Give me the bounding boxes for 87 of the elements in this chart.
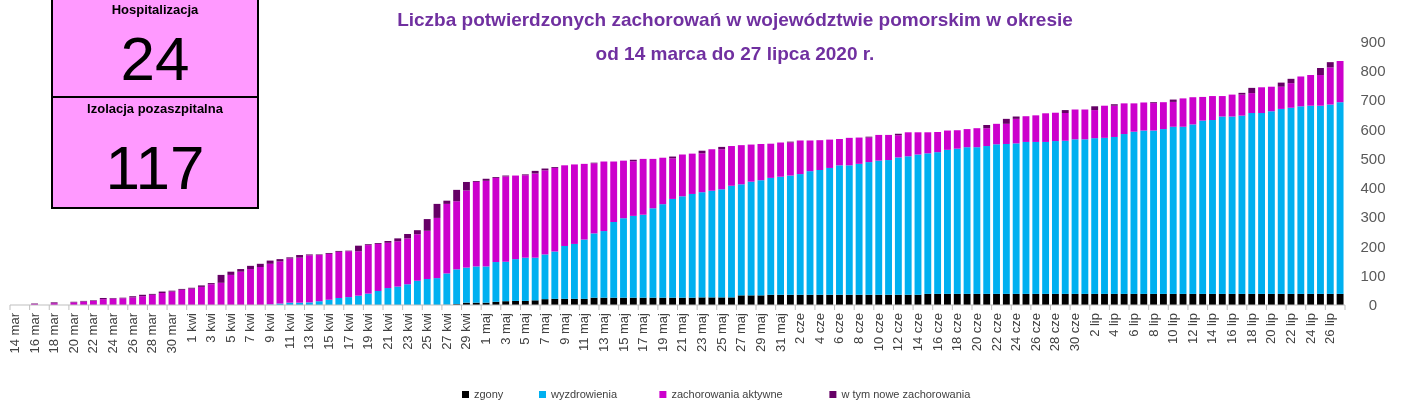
x-tick-label: 28 cze — [1047, 313, 1063, 352]
x-tick-label: 12 cze — [890, 313, 906, 352]
x-tick-label: 4 cze — [811, 313, 827, 345]
x-tick-label: 9 kwi — [262, 312, 278, 343]
x-tick-label: 14 lip — [1204, 313, 1220, 345]
x-tick-label: 23 kwi — [399, 312, 415, 350]
y-tick-label: 100 — [1360, 266, 1386, 284]
x-tick-label: 14 cze — [910, 313, 925, 352]
x-tick-label: 22 mar — [85, 312, 101, 354]
x-tick-label: 16 lip — [1224, 313, 1240, 345]
x-tick-label: 3 maj — [497, 312, 513, 345]
x-tick-label: 7 maj — [536, 312, 552, 345]
legend-label: w tym nowe zachorowania — [840, 388, 972, 400]
x-tick-label: 17 kwi — [340, 312, 356, 350]
category-label: Hospitalizacja — [111, 2, 200, 17]
legend-label: wyzdrowienia — [550, 388, 618, 400]
x-tick-label: 18 mar — [46, 312, 62, 354]
x-tick-label: 27 kwi — [438, 312, 454, 350]
x-tick-label: 25 kwi — [419, 312, 435, 350]
x-tick-label: 14 mar — [6, 312, 22, 354]
x-tick-label: 19 maj — [654, 312, 670, 353]
x-tick-label: 6 lip — [1125, 313, 1141, 337]
x-tick-label: 11 maj — [576, 312, 592, 352]
x-tick-label: 26 cze — [1027, 313, 1043, 352]
x-tick-label: 8 cze — [851, 313, 867, 345]
x-tick-label: 30 mar — [163, 312, 179, 354]
x-tick-label: 17 maj — [635, 312, 651, 353]
x-tick-label: 11 kwi — [281, 312, 297, 349]
y-tick-label: 200 — [1360, 237, 1386, 255]
y-tick-label: 300 — [1360, 208, 1386, 226]
x-tick-label: 5 kwi — [222, 312, 238, 343]
x-tick-label: 24 cze — [1008, 313, 1024, 352]
category-label: Izolacja pozaszpitalna — [87, 101, 224, 116]
legend-label: zgony — [474, 388, 504, 400]
x-tick-label: 24 lip — [1302, 313, 1318, 345]
y-tick-label: 600 — [1360, 120, 1386, 138]
x-tick-label: 5 maj — [517, 312, 533, 345]
x-tick-label: 20 mar — [65, 312, 81, 354]
x-tick-label: 20 lip — [1263, 313, 1279, 345]
x-tick-label: 18 cze — [949, 313, 965, 352]
chart-title: Liczba potwierdzonych zachorowań w województwie pomorskim w okresie od 14 marca do 27 lipca 2020 r. — [397, 9, 1073, 64]
x-tick-label: 25 maj — [713, 312, 729, 353]
legend-label: zachorowania aktywne — [671, 388, 783, 400]
data-label: 117 — [105, 133, 205, 202]
x-tick-label: 27 maj — [733, 312, 749, 353]
x-tick-label: 28 mar — [144, 312, 160, 354]
x-tick-label: 15 maj — [615, 312, 631, 353]
x-tick-label: 12 lip — [1184, 313, 1200, 345]
x-tick-label: 1 maj — [478, 312, 494, 345]
x-tick-label: 3 kwi — [203, 312, 219, 343]
x-tick-label: 24 mar — [105, 312, 121, 354]
y-tick-label: 800 — [1360, 62, 1386, 80]
x-tick-label: 15 kwi — [321, 312, 337, 350]
x-tick-label: 2 cze — [792, 313, 808, 345]
x-tick-label: 29 maj — [752, 312, 768, 353]
x-tick-label: 1 kwi — [183, 312, 199, 343]
x-tick-label: 20 cze — [968, 313, 984, 352]
x-tick-label: 29 kwi — [458, 312, 474, 350]
x-tick-label: 6 cze — [831, 313, 847, 345]
x-tick-label: 8 lip — [1145, 313, 1161, 337]
x-tick-label: 21 kwi — [379, 312, 395, 350]
x-tick-label: 23 maj — [694, 312, 710, 353]
x-tick-label: 16 mar — [26, 312, 42, 354]
y-tick-label: 900 — [1360, 33, 1386, 50]
x-tick-label: 30 cze — [1067, 313, 1083, 352]
x-tick-label: 16 cze — [929, 313, 945, 352]
x-tick-label: 31 maj — [772, 312, 788, 353]
x-tick-label: 22 lip — [1283, 313, 1299, 345]
x-tick-label: 22 cze — [988, 313, 1004, 352]
x-tick-label: 13 maj — [595, 312, 611, 353]
x-tick-label: 10 lip — [1165, 313, 1181, 345]
x-tick-label: 26 lip — [1322, 313, 1338, 345]
x-tick-label: 19 kwi — [360, 312, 376, 350]
x-tick-label: 26 mar — [124, 312, 140, 354]
x-tick-label: 2 lip — [1086, 313, 1102, 337]
x-tick-label: 13 kwi — [301, 312, 317, 350]
x-tick-label: 7 kwi — [242, 312, 258, 343]
y-tick-label: 0 — [1368, 296, 1378, 313]
y-tick-label: 400 — [1360, 179, 1386, 197]
y-tick-label: 700 — [1360, 91, 1386, 109]
x-tick-label: 10 cze — [870, 313, 886, 352]
x-tick-label: 4 lip — [1106, 313, 1122, 337]
data-label: 24 — [120, 24, 190, 93]
y-tick-label: 500 — [1360, 149, 1386, 167]
x-tick-label: 9 maj — [556, 312, 572, 345]
x-tick-label: 18 lip — [1243, 313, 1259, 345]
x-tick-label: 21 maj — [674, 312, 690, 353]
